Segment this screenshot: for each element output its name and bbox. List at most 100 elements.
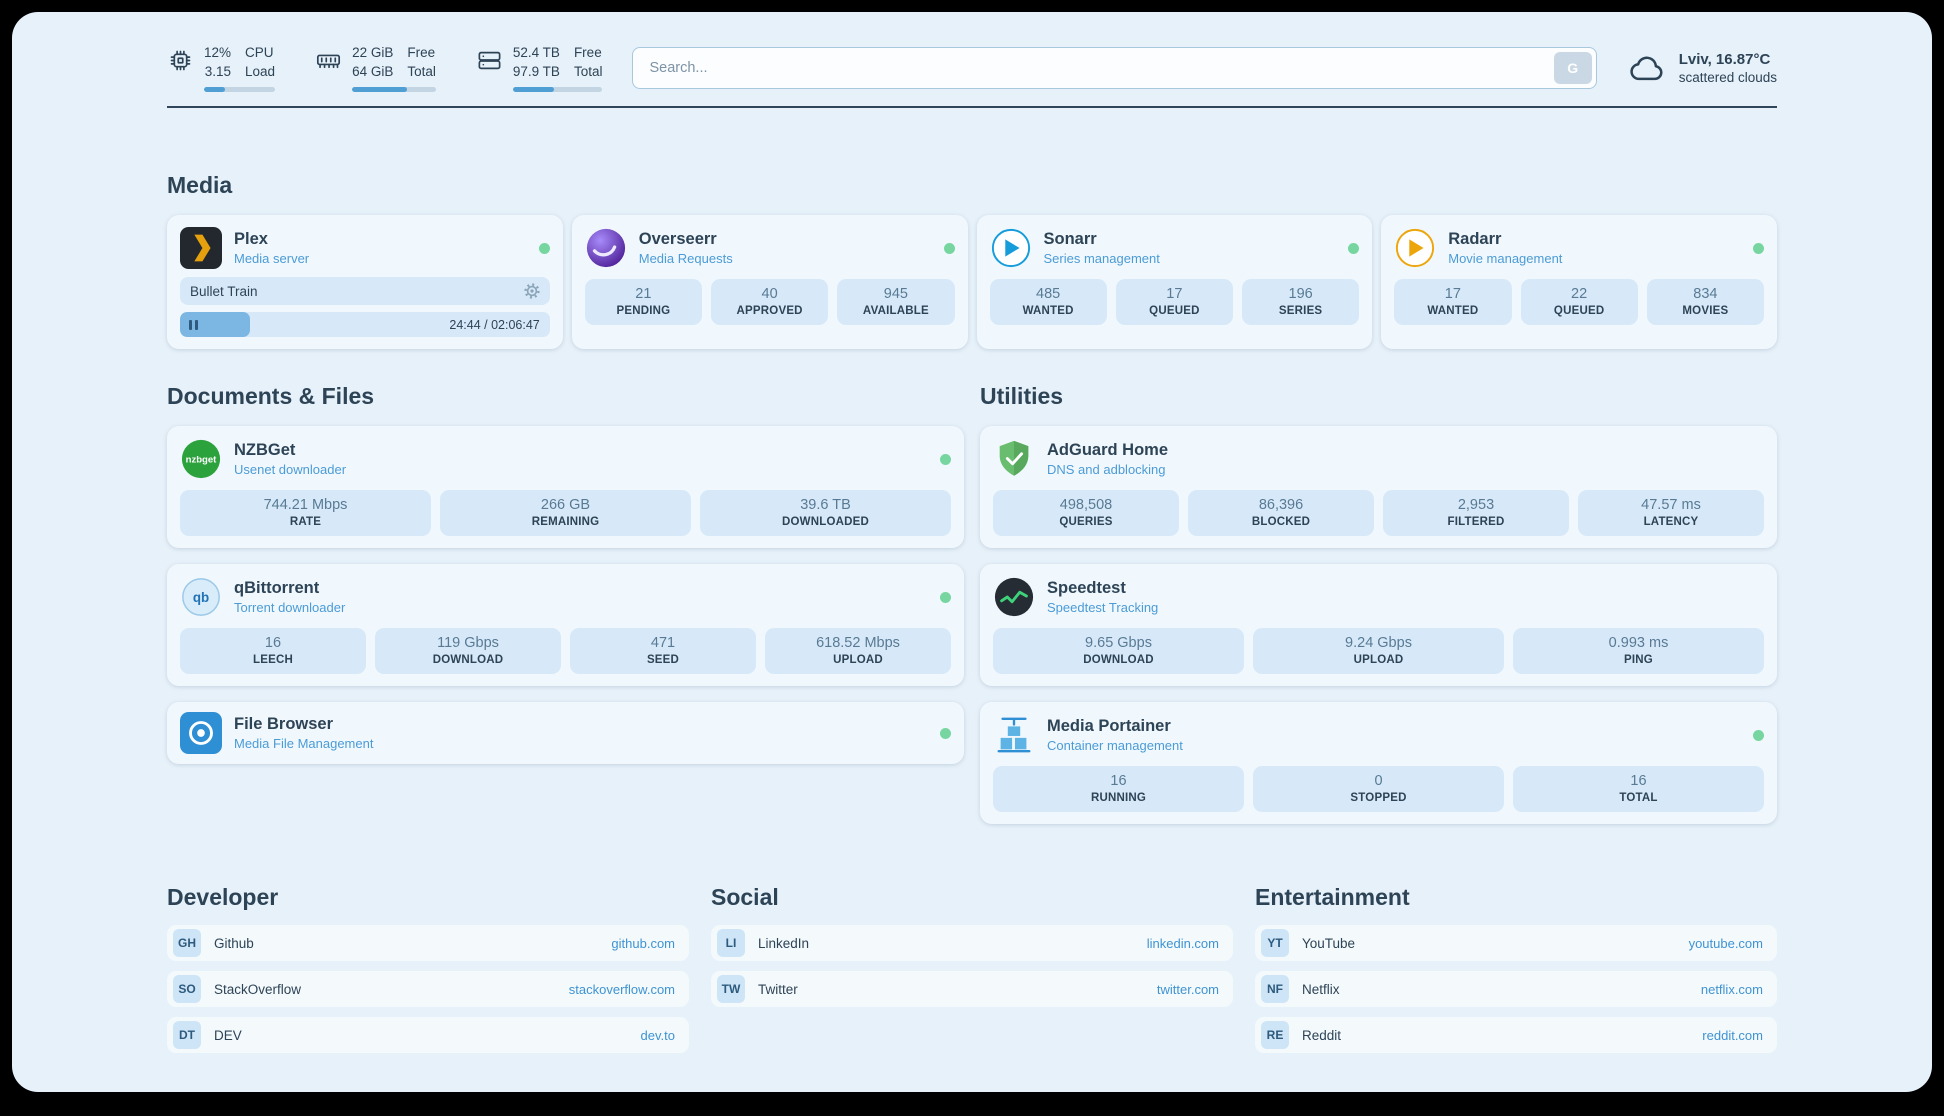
sonarr-card[interactable]: Sonarr Series management 485 WANTED 17 Q… [976, 215, 1373, 349]
status-dot [538, 242, 550, 254]
app-subtitle: Container management [1047, 738, 1183, 753]
ram-icon [315, 44, 342, 74]
github-icon: GH [173, 929, 201, 957]
cpu-load-label: Load [245, 63, 276, 79]
storage-widget: 52.4 TB 97.9 TB Free Total [476, 44, 603, 92]
entertainment-column: Entertainment YT YouTube youtube.com NF … [1255, 840, 1777, 1063]
portainer-card[interactable]: Media Portainer Container management 16 … [980, 702, 1777, 824]
bookmark-twitter[interactable]: TW Twitter twitter.com [711, 971, 1233, 1007]
documents-column: Documents & Files nzbget NZBGet Usenet d… [167, 349, 964, 780]
overseerr-card[interactable]: Overseerr Media Requests 21 PENDING 40 A… [571, 215, 968, 349]
utilities-section-title: Utilities [980, 383, 1064, 409]
app-subtitle: Media File Management [234, 736, 374, 751]
memory-total-label: Total [407, 63, 436, 79]
qbittorrent-icon: qb [180, 576, 222, 618]
bookmark-url[interactable]: netflix.com [1700, 981, 1763, 997]
plex-icon [180, 227, 222, 269]
stat-upload: 9.24 Gbps UPLOAD [1253, 628, 1504, 674]
now-playing-title: Bullet Train [190, 283, 258, 299]
bookmark-url[interactable]: twitter.com [1156, 981, 1219, 997]
stat-series: 196 SERIES [1242, 279, 1360, 325]
sonarr-icon [990, 227, 1032, 269]
bookmark-label: Github [214, 935, 254, 951]
cpu-load-value: 3.15 [204, 63, 232, 79]
stat-total: 16 TOTAL [1513, 766, 1764, 812]
memory-free-value: 22 GiB [352, 45, 394, 61]
bookmark-url[interactable]: dev.to [640, 1027, 675, 1043]
bookmark-label: YouTube [1302, 935, 1356, 951]
entertainment-section-title: Entertainment [1255, 884, 1410, 910]
bookmark-github[interactable]: GH Github github.com [167, 925, 689, 961]
search-input[interactable] [632, 47, 1597, 89]
stat-remaining: 266 GB REMAINING [440, 490, 691, 536]
qbittorrent-card[interactable]: qb qBittorrent Torrent downloader 16 LEE… [167, 564, 964, 686]
bookmark-url[interactable]: linkedin.com [1146, 935, 1219, 951]
app-name: Media Portainer [1047, 717, 1171, 735]
app-name: qBittorrent [234, 579, 320, 597]
bookmark-url[interactable]: youtube.com [1688, 935, 1763, 951]
bookmark-linkedin[interactable]: LI LinkedIn linkedin.com [711, 925, 1233, 961]
media-section-title: Media [167, 172, 233, 198]
google-search-button[interactable]: G [1553, 52, 1592, 84]
developer-column: Developer GH Github github.com SO StackO… [167, 840, 689, 1063]
weather-condition: scattered clouds [1678, 70, 1777, 85]
bookmark-label: LinkedIn [758, 935, 810, 951]
status-dot [940, 453, 951, 465]
storage-free-value: 52.4 TB [512, 45, 560, 61]
radarr-icon [1394, 227, 1436, 269]
bookmark-netflix[interactable]: NF Netflix netflix.com [1255, 971, 1777, 1007]
bookmark-url[interactable]: stackoverflow.com [568, 981, 675, 997]
stackoverflow-icon: SO [173, 975, 201, 1003]
playback-progress-fill [180, 312, 251, 337]
cloud-icon [1627, 48, 1667, 88]
memory-free-label: Free [407, 45, 436, 61]
social-section-title: Social [711, 884, 779, 910]
pause-icon[interactable] [189, 319, 201, 330]
bookmark-url[interactable]: reddit.com [1702, 1027, 1763, 1043]
plex-card[interactable]: Plex Media server Bullet Train [167, 215, 563, 349]
bookmark-reddit[interactable]: RE Reddit reddit.com [1255, 1017, 1777, 1053]
playback-progress-bar[interactable]: 24:44 / 02:06:47 [180, 312, 550, 337]
bookmark-stackoverflow[interactable]: SO StackOverflow stackoverflow.com [167, 971, 689, 1007]
memory-total-value: 64 GiB [352, 63, 394, 79]
speedtest-card[interactable]: Speedtest Speedtest Tracking 9.65 Gbps D… [980, 564, 1777, 686]
status-dot [940, 591, 951, 603]
cpu-progress-fill [204, 86, 226, 92]
stat-seed: 471 SEED [570, 628, 756, 674]
radarr-card[interactable]: Radarr Movie management 17 WANTED 22 QUE… [1381, 215, 1777, 349]
bookmark-label: StackOverflow [214, 981, 302, 997]
bookmark-dev[interactable]: DT DEV dev.to [167, 1017, 689, 1053]
stat-queued: 22 QUEUED [1520, 279, 1638, 325]
app-subtitle: Media Requests [638, 251, 733, 266]
stat-latency: 47.57 ms LATENCY [1578, 490, 1764, 536]
storage-free-label: Free [573, 45, 602, 61]
app-name: AdGuard Home [1047, 441, 1169, 459]
nzbget-icon: nzbget [180, 438, 222, 480]
bookmark-youtube[interactable]: YT YouTube youtube.com [1255, 925, 1777, 961]
cpu-usage-value: 12% [204, 45, 232, 61]
overseerr-icon [585, 227, 627, 269]
playback-time: 24:44 / 02:06:47 [449, 317, 540, 332]
svg-text:qb: qb [193, 590, 209, 605]
storage-total-label: Total [573, 63, 603, 79]
adguard-card[interactable]: AdGuard Home DNS and adblocking 498,508 … [980, 426, 1777, 548]
nzbget-card[interactable]: nzbget NZBGet Usenet downloader 744.21 M… [167, 426, 964, 548]
stat-upload: 618.52 Mbps UPLOAD [765, 628, 951, 674]
stat-rate: 744.21 Mbps RATE [180, 490, 431, 536]
stat-stopped: 0 STOPPED [1253, 766, 1504, 812]
stat-pending: 21 PENDING [584, 279, 702, 325]
memory-widget: 22 GiB 64 GiB Free Total [315, 44, 436, 92]
gear-icon[interactable] [524, 283, 540, 299]
filebrowser-card[interactable]: File Browser Media File Management [167, 702, 964, 764]
cpu-progress-bar [204, 86, 276, 92]
bookmark-url[interactable]: github.com [611, 935, 675, 951]
system-widgets: 12% 3.15 CPU Load [167, 44, 603, 92]
bookmark-label: Reddit [1302, 1027, 1342, 1043]
twitter-icon: TW [717, 975, 745, 1003]
bookmark-label: DEV [214, 1027, 242, 1043]
weather-location: Lviv, 16.87°C [1678, 51, 1771, 68]
app-name: NZBGet [234, 441, 296, 459]
status-dot [1348, 242, 1360, 254]
utilities-column: Utilities AdGuard Home DNS and adblockin… [980, 349, 1777, 840]
stat-approved: 40 APPROVED [711, 279, 829, 325]
